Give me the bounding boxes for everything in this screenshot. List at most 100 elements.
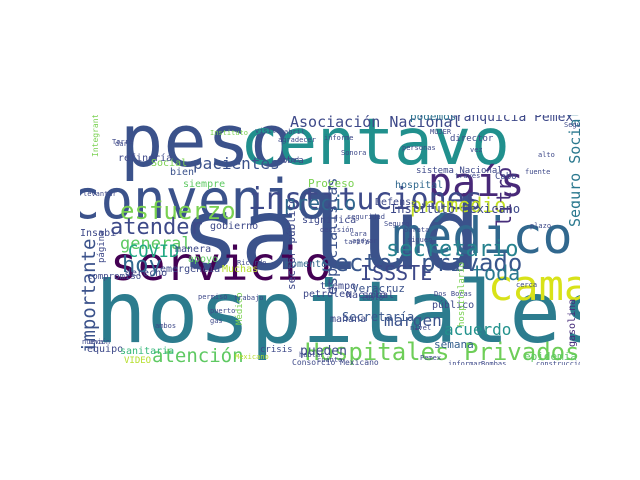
word-69: sistema Nacional xyxy=(416,166,503,176)
word-83: informe xyxy=(324,134,354,142)
word-92: levantar xyxy=(83,190,117,198)
word-36: podemos xyxy=(410,115,457,123)
word-27: margen xyxy=(384,311,442,330)
word-107: dar xyxy=(115,140,128,148)
word-23: ISSSTE xyxy=(360,261,433,285)
word-28: acuerdo xyxy=(444,320,512,339)
word-1: salud xyxy=(180,176,482,293)
word-54: momento xyxy=(285,259,328,270)
word-43: refinería xyxy=(118,153,173,164)
word-20: hoy xyxy=(122,253,162,278)
word-30: Seguro Social xyxy=(566,115,580,227)
word-31: especialistas xyxy=(323,177,341,295)
word-45: bien xyxy=(170,167,195,178)
word-81: Pemex xyxy=(420,354,442,362)
word-79: tarifa xyxy=(344,238,370,246)
word-56: tiempo xyxy=(320,281,357,292)
word-29: Asociación Nacional xyxy=(290,115,462,131)
word-109: trabajo xyxy=(234,294,264,302)
word-61: sanitaria xyxy=(120,346,175,357)
word-113: Bombas xyxy=(481,360,507,366)
word-15: pacientes xyxy=(193,154,280,173)
word-46: siempre xyxy=(183,179,226,190)
word-84: construcción xyxy=(536,360,580,366)
word-87: abril xyxy=(284,128,306,136)
word-12: Hospitales Privados xyxy=(305,338,580,365)
word-41: Defensa xyxy=(375,197,418,208)
word-63: compromiso xyxy=(87,272,142,282)
word-21: COVID xyxy=(128,242,180,262)
word-57: mañana xyxy=(330,314,367,325)
word-32: pueden xyxy=(300,344,347,359)
word-55: petróleo xyxy=(303,289,352,300)
word-77: Seguro xyxy=(384,220,410,228)
word-106: personas xyxy=(402,144,436,152)
word-19: general xyxy=(120,234,192,254)
word-64: sector público xyxy=(285,197,298,290)
word-68: director xyxy=(450,134,494,144)
word-33: semana xyxy=(434,338,474,351)
word-90: Torre xyxy=(112,138,134,146)
word-2: peso xyxy=(120,115,294,183)
word-10: instituciones xyxy=(248,182,483,217)
word-98: agradecer xyxy=(278,136,316,144)
word-37: epidemia xyxy=(524,350,577,363)
word-114: unión xyxy=(89,338,111,346)
word-116: plazo xyxy=(530,222,552,230)
word-51: Muchas xyxy=(222,264,259,275)
word-67: significa xyxy=(302,215,357,226)
word-4: hospitales xyxy=(95,263,580,363)
word-52: manera xyxy=(175,244,212,255)
word-59: solo xyxy=(362,290,387,301)
word-17: promedio xyxy=(410,193,507,217)
word-72: VIDEO xyxy=(124,356,152,366)
word-100: Instituto xyxy=(210,129,248,137)
word-78: cara xyxy=(350,230,367,238)
word-47: Proceso xyxy=(308,177,355,190)
word-9: cama xyxy=(488,261,580,310)
word-16: precio xyxy=(284,191,357,215)
word-96: vez xyxy=(470,146,483,154)
word-39: Veracruz xyxy=(352,282,405,295)
word-122: fuente xyxy=(525,168,551,176)
word-14: esfuerzo xyxy=(120,197,236,225)
word-8: país xyxy=(428,160,525,206)
word-121: cerca xyxy=(516,281,538,289)
word-7: médico xyxy=(392,207,573,265)
word-6: servicio xyxy=(110,237,332,291)
word-5: convenio xyxy=(80,168,329,231)
word-42: hospital xyxy=(395,180,444,191)
word-120: Dos Bocas xyxy=(434,290,472,298)
word-86: obra xyxy=(282,156,304,166)
word-53: apoyo xyxy=(188,254,219,265)
word-82: nivel xyxy=(410,324,432,332)
word-50: emergencia xyxy=(160,264,221,275)
word-112: hablar xyxy=(299,351,325,359)
word-75: Ricardo xyxy=(237,259,267,267)
word-99: permiso xyxy=(198,293,228,301)
word-70: público xyxy=(432,300,475,311)
word-40: Instituto Mexicano xyxy=(390,202,521,216)
word-44: Social xyxy=(151,158,188,169)
word-60: equipo xyxy=(87,344,124,355)
word-cloud: salud peso centavo hospitales convenio servic… xyxy=(80,115,580,365)
word-80: seguridad xyxy=(347,213,385,221)
word-66: Insabi xyxy=(80,228,117,239)
word-95: siguen xyxy=(407,236,433,244)
word-34: Secretaría xyxy=(342,310,415,324)
word-73: crisis xyxy=(260,345,293,355)
word-58: Nacional xyxy=(346,290,395,301)
word-74: Cabo xyxy=(495,172,517,182)
word-76: barata xyxy=(404,226,430,234)
word-97: visita xyxy=(255,127,281,135)
word-111: informar xyxy=(448,360,482,366)
word-94: apoyar xyxy=(352,237,378,245)
word-35: franquicia Pemex xyxy=(448,115,574,125)
word-18: atender xyxy=(110,215,203,240)
word-89: gas xyxy=(210,317,223,325)
word-11: sector privado xyxy=(320,249,523,277)
word-38: gasolina xyxy=(567,298,578,347)
word-65: Consorcio Mexicano xyxy=(292,358,379,366)
word-93: ambos xyxy=(155,322,177,330)
word-105: Mexicano xyxy=(235,353,269,361)
